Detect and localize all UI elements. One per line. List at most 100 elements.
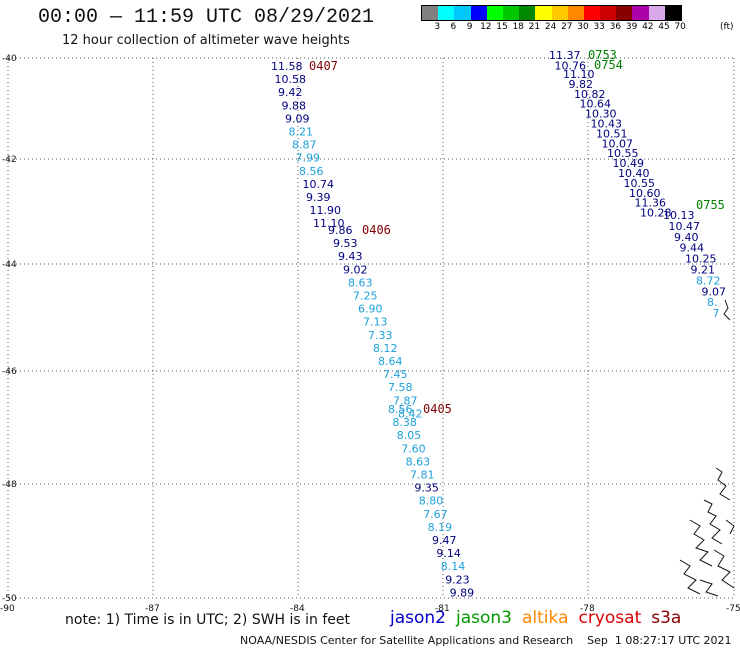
wave-height-value: 10.07 — [602, 137, 634, 150]
wave-height-value: 11.36 — [635, 197, 667, 210]
wave-height-value: 9.44 — [680, 242, 705, 255]
coastline-segment — [679, 559, 701, 595]
wave-height-value: 8.21 — [289, 126, 314, 139]
wave-height-value: 7.67 — [423, 508, 448, 521]
legend-label: 30 — [577, 22, 589, 32]
longitude-label: -78 — [580, 604, 595, 614]
legend-swatch — [486, 6, 503, 20]
wave-height-value: 10.51 — [596, 127, 628, 140]
wave-height-value: 8.38 — [392, 416, 417, 429]
wave-height-value: 7.58 — [388, 381, 413, 394]
wave-height-value: 7.25 — [353, 290, 378, 303]
legend-label: 15 — [496, 22, 508, 32]
coastline-segment — [689, 519, 713, 567]
wave-height-value: 8.12 — [373, 342, 398, 355]
wave-height-value: 11.10 — [313, 217, 345, 230]
legend-color-bar — [421, 5, 682, 21]
legend-swatch — [422, 6, 439, 20]
wave-height-value: 10.64 — [580, 98, 612, 111]
wave-height-value: 10.49 — [613, 157, 645, 170]
longitude-label: -75 — [726, 604, 740, 614]
wave-height-observations: 11.5810.589.429.889.098.218.877.998.5610… — [271, 48, 726, 599]
legend-label: 21 — [528, 22, 541, 32]
wave-height-value: 8.87 — [292, 139, 317, 152]
latitude-label: -46 — [2, 367, 17, 377]
footer-credit: NOAA/NESDIS Center for Satellite Applica… — [240, 634, 732, 647]
wave-height-value: 8.19 — [428, 521, 453, 534]
legend-label: 27 — [561, 22, 573, 32]
latitude-label: -48 — [2, 480, 17, 490]
pass-time-label: 0754 — [594, 58, 623, 72]
wave-height-value: 10.25 — [685, 253, 717, 266]
wave-height-value: 9.42 — [278, 86, 303, 99]
pass-time-label: 0755 — [696, 198, 725, 212]
legend-swatch — [648, 6, 665, 20]
latitude-label: -44 — [2, 260, 17, 270]
wave-height-value: 10.74 — [303, 178, 335, 191]
wave-height-value: 9.09 — [285, 112, 310, 125]
wave-height-value: 7.13 — [363, 316, 388, 329]
pass-time-label: 0407 — [309, 59, 338, 73]
legend-labels: 3 6 9 12 15 18 21 24 27 30 33 36 39 42 45 70 — [421, 21, 686, 33]
legend-unit: (ft) — [720, 22, 734, 32]
pass-time-label: 0753 — [588, 48, 617, 62]
wave-height-value: 9.39 — [306, 191, 331, 204]
coastline-segment — [725, 519, 735, 535]
wave-height-value: 9.86 — [328, 224, 353, 237]
axis-labels: -40 -42 -44 -46 -48 -50-90 -87 -84 -81 -78 -75 — [0, 54, 740, 614]
legend-label: 45 — [658, 22, 670, 32]
wave-height-value: 9.07 — [702, 285, 727, 298]
wave-height-value: 8.80 — [419, 495, 444, 508]
wave-height-value: 8.72 — [696, 274, 721, 287]
wave-height-value: 8.63 — [348, 276, 373, 289]
satellite-s3a: s3a — [651, 608, 682, 628]
legend-swatch — [664, 6, 681, 20]
legend-label: 3 — [434, 22, 441, 32]
legend-swatch — [470, 6, 487, 20]
longitude-label: -84 — [290, 604, 305, 614]
wave-height-value: 9.82 — [569, 78, 594, 91]
coastline — [679, 299, 735, 597]
legend-swatch — [551, 6, 568, 20]
wave-height-value: 9.21 — [691, 264, 716, 277]
legend-swatch — [616, 6, 633, 20]
page-subtitle: 12 hour collection of altimeter wave hei… — [62, 33, 350, 48]
wave-height-value: 10.55 — [624, 177, 656, 190]
wave-height-value: 10.28 — [640, 207, 672, 220]
coastline-segment — [699, 579, 719, 597]
wave-height-value: 7 — [713, 307, 720, 320]
longitude-label: -87 — [145, 604, 160, 614]
wave-height-value: 8.14 — [441, 560, 466, 573]
wave-height-value: 9.47 — [432, 534, 457, 547]
latitude-label: -42 — [2, 155, 17, 165]
wave-height-value: 8.63 — [406, 455, 431, 468]
wave-height-value: 9.35 — [414, 482, 439, 495]
wave-height-value: 9.14 — [436, 547, 461, 560]
wave-height-value: 9.53 — [333, 237, 358, 250]
legend-swatch — [454, 6, 471, 20]
wave-height-value: 6.90 — [358, 303, 383, 316]
wave-height-value: 7.99 — [296, 152, 321, 165]
wave-height-value: 9.02 — [343, 263, 368, 276]
legend-swatch — [583, 6, 601, 20]
wave-height-value: 10.47 — [669, 220, 701, 233]
wave-height-value: 9.40 — [674, 231, 699, 244]
wave-height-value: 10.30 — [585, 108, 617, 121]
wave-height-value: 10.60 — [629, 187, 661, 200]
legend-label: 6 — [450, 22, 457, 32]
coastline-segment — [703, 499, 723, 545]
legend-label: 24 — [544, 22, 557, 32]
coastline-segment — [713, 549, 735, 589]
wave-height-value: 8.56 — [299, 165, 324, 178]
wave-height-value: 9.23 — [445, 573, 470, 586]
pass-time-label: 0406 — [362, 223, 391, 237]
pass-time-label: 0405 — [423, 402, 452, 416]
legend-label: 36 — [609, 22, 622, 32]
wave-height-value: 8.56 — [388, 403, 413, 416]
longitude-label: -90 — [0, 604, 15, 614]
wave-height-value: 8.42 — [398, 407, 423, 420]
wave-height-value: 10.40 — [618, 167, 650, 180]
legend-label: 70 — [674, 22, 686, 32]
wave-height-value: 9.43 — [338, 250, 363, 263]
